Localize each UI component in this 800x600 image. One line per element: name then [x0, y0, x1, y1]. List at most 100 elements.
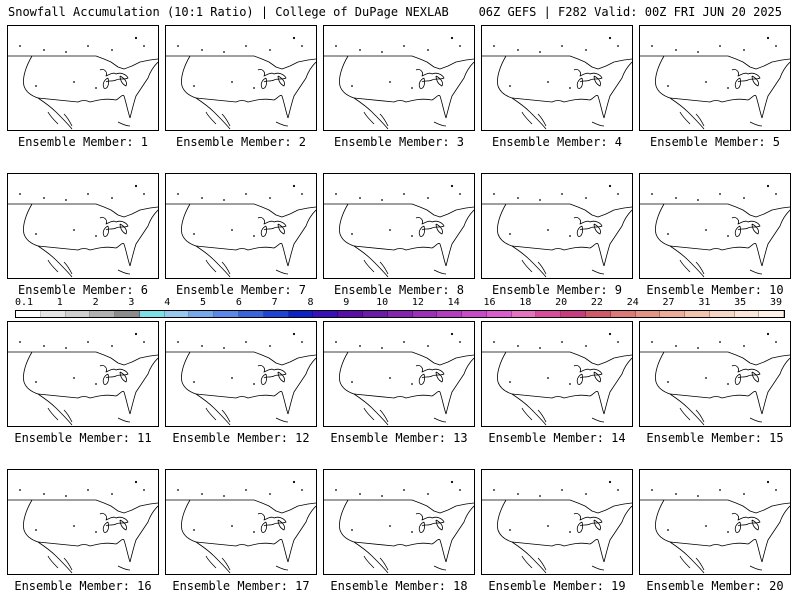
member-label: Ensemble Member: 2	[175, 135, 307, 149]
colorbar-swatch	[164, 311, 190, 317]
colorbar-swatch	[214, 311, 240, 317]
colorbar-swatch	[437, 311, 463, 317]
member-label: Ensemble Member: 4	[491, 135, 623, 149]
member-label: Ensemble Member: 15	[646, 431, 784, 445]
colorbar-swatch	[734, 311, 760, 317]
colorbar-swatch	[40, 311, 66, 317]
colorbar-swatch	[462, 311, 487, 317]
colorbar-tick-label: 20	[555, 297, 568, 308]
colorbar-swatch	[685, 311, 710, 317]
conus-map	[640, 332, 790, 426]
conus-map	[640, 184, 790, 278]
member-label: Ensemble Member: 14	[488, 431, 626, 445]
member-label: Ensemble Member: 19	[488, 579, 626, 593]
colorbar-tick-label: 0.1	[14, 297, 34, 308]
colorbar-tick-label: 27	[662, 297, 675, 308]
member-label: Ensemble Member: 16	[14, 579, 152, 593]
conus-map	[166, 480, 316, 574]
colorbar-swatch	[65, 311, 91, 317]
conus-map	[8, 36, 158, 130]
conus-map	[482, 184, 632, 278]
colorbar-tick-label: 9	[343, 297, 350, 308]
colorbar-swatch	[115, 311, 140, 317]
member-label: Ensemble Member: 13	[330, 431, 468, 445]
member-label: Ensemble Member: 20	[646, 579, 784, 593]
map-panel-member-10	[639, 173, 791, 279]
colorbar-swatch	[338, 311, 363, 317]
colorbar-tick-label: 16	[483, 297, 496, 308]
colorbar-tick-label: 6	[235, 297, 242, 308]
colorbar-tick-label: 10	[376, 297, 389, 308]
map-panel-member-6	[7, 173, 159, 279]
map-panel-member-18	[323, 469, 475, 575]
member-label: Ensemble Member: 8	[333, 283, 465, 297]
colorbar-tick-label: 39	[769, 297, 783, 308]
member-label: Ensemble Member: 18	[330, 579, 468, 593]
member-label: Ensemble Member: 9	[491, 283, 623, 297]
colorbar-tick-label: 12	[411, 297, 424, 308]
map-panel-member-1	[7, 25, 159, 131]
colorbar-swatch	[16, 311, 41, 317]
colorbar-swatch	[90, 311, 116, 317]
conus-map	[482, 36, 632, 130]
colorbar-tick-label: 14	[447, 297, 460, 308]
map-panel-member-4	[481, 25, 633, 131]
conus-map	[324, 184, 474, 278]
model-run-info: 06Z GEFS | F282 Valid: 00Z FRI JUN 20 20…	[478, 5, 782, 19]
conus-map	[640, 480, 790, 574]
colorbar-swatch	[139, 311, 165, 317]
colorbar-swatch	[660, 311, 686, 317]
map-panel-member-14	[481, 321, 633, 427]
member-label: Ensemble Member: 17	[172, 579, 310, 593]
map-panel-member-8	[323, 173, 475, 279]
colorbar-swatch	[536, 311, 562, 317]
conus-map	[482, 332, 632, 426]
conus-map	[8, 332, 158, 426]
map-panel-member-9	[481, 173, 633, 279]
colorbar-swatch	[387, 311, 413, 317]
colorbar-tick-label: 7	[271, 297, 278, 308]
conus-map	[324, 332, 474, 426]
member-label: Ensemble Member: 12	[172, 431, 310, 445]
conus-map	[324, 36, 474, 130]
conus-map	[640, 36, 790, 130]
map-panel-member-12	[165, 321, 317, 427]
snowfall-colorbar	[15, 310, 785, 318]
map-panel-member-11	[7, 321, 159, 427]
member-label: Ensemble Member: 10	[646, 283, 784, 297]
colorbar-tick-label: 1	[56, 297, 63, 308]
colorbar-tick-label: 24	[626, 297, 639, 308]
member-label: Ensemble Member: 3	[333, 135, 465, 149]
map-panel-member-15	[639, 321, 791, 427]
colorbar-swatch	[189, 311, 215, 317]
colorbar-swatch	[412, 311, 438, 317]
colorbar-swatch	[511, 311, 537, 317]
colorbar-tick-label: 5	[200, 297, 207, 308]
member-label: Ensemble Member: 5	[649, 135, 781, 149]
map-panel-member-20	[639, 469, 791, 575]
colorbar-tick-label: 35	[734, 297, 747, 308]
map-panel-member-16	[7, 469, 159, 575]
colorbar-tick-label: 8	[307, 297, 314, 308]
map-panel-member-5	[639, 25, 791, 131]
colorbar-swatch	[561, 311, 586, 317]
member-label: Ensemble Member: 6	[17, 283, 149, 297]
conus-map	[8, 480, 158, 574]
colorbar-tick-label: 31	[698, 297, 711, 308]
conus-map	[324, 480, 474, 574]
map-panel-member-17	[165, 469, 317, 575]
colorbar-tick-label: 18	[519, 297, 532, 308]
colorbar-tick-label: 2	[92, 297, 99, 308]
colorbar-swatch	[610, 311, 636, 317]
map-panel-member-19	[481, 469, 633, 575]
colorbar-tick-label: 22	[590, 297, 603, 308]
map-panel-member-7	[165, 173, 317, 279]
colorbar-swatch	[313, 311, 339, 317]
colorbar-swatch	[585, 311, 611, 317]
map-panel-member-2	[165, 25, 317, 131]
conus-map	[166, 36, 316, 130]
colorbar-swatch	[288, 311, 314, 317]
conus-map	[166, 184, 316, 278]
member-label: Ensemble Member: 11	[14, 431, 152, 445]
colorbar-swatch	[486, 311, 512, 317]
